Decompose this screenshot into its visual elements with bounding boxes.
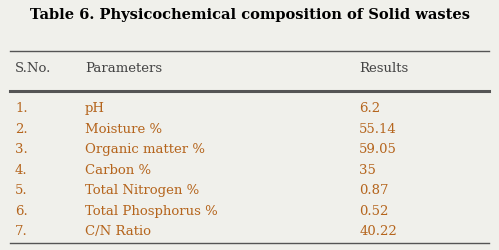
Text: Total Phosphorus %: Total Phosphorus %	[85, 205, 218, 218]
Text: Parameters: Parameters	[85, 62, 162, 75]
Text: Carbon %: Carbon %	[85, 164, 151, 177]
Text: Organic matter %: Organic matter %	[85, 143, 205, 156]
Text: 35: 35	[359, 164, 376, 177]
Text: 40.22: 40.22	[359, 225, 397, 238]
Text: Results: Results	[359, 62, 409, 75]
Text: 0.87: 0.87	[359, 184, 389, 197]
Text: C/N Ratio: C/N Ratio	[85, 225, 151, 238]
Text: 55.14: 55.14	[359, 123, 397, 136]
Text: pH: pH	[85, 102, 105, 115]
Text: 2.: 2.	[15, 123, 27, 136]
Text: Moisture %: Moisture %	[85, 123, 162, 136]
Text: Table 6. Physicochemical composition of Solid wastes: Table 6. Physicochemical composition of …	[29, 8, 470, 22]
Text: 7.: 7.	[15, 225, 28, 238]
Text: 5.: 5.	[15, 184, 27, 197]
Text: 4.: 4.	[15, 164, 27, 177]
Text: S.No.: S.No.	[15, 62, 51, 75]
Text: 0.52: 0.52	[359, 205, 389, 218]
Text: 1.: 1.	[15, 102, 27, 115]
Text: 6.: 6.	[15, 205, 28, 218]
Text: 3.: 3.	[15, 143, 28, 156]
Text: 59.05: 59.05	[359, 143, 397, 156]
Text: 6.2: 6.2	[359, 102, 380, 115]
Text: Total Nitrogen %: Total Nitrogen %	[85, 184, 199, 197]
